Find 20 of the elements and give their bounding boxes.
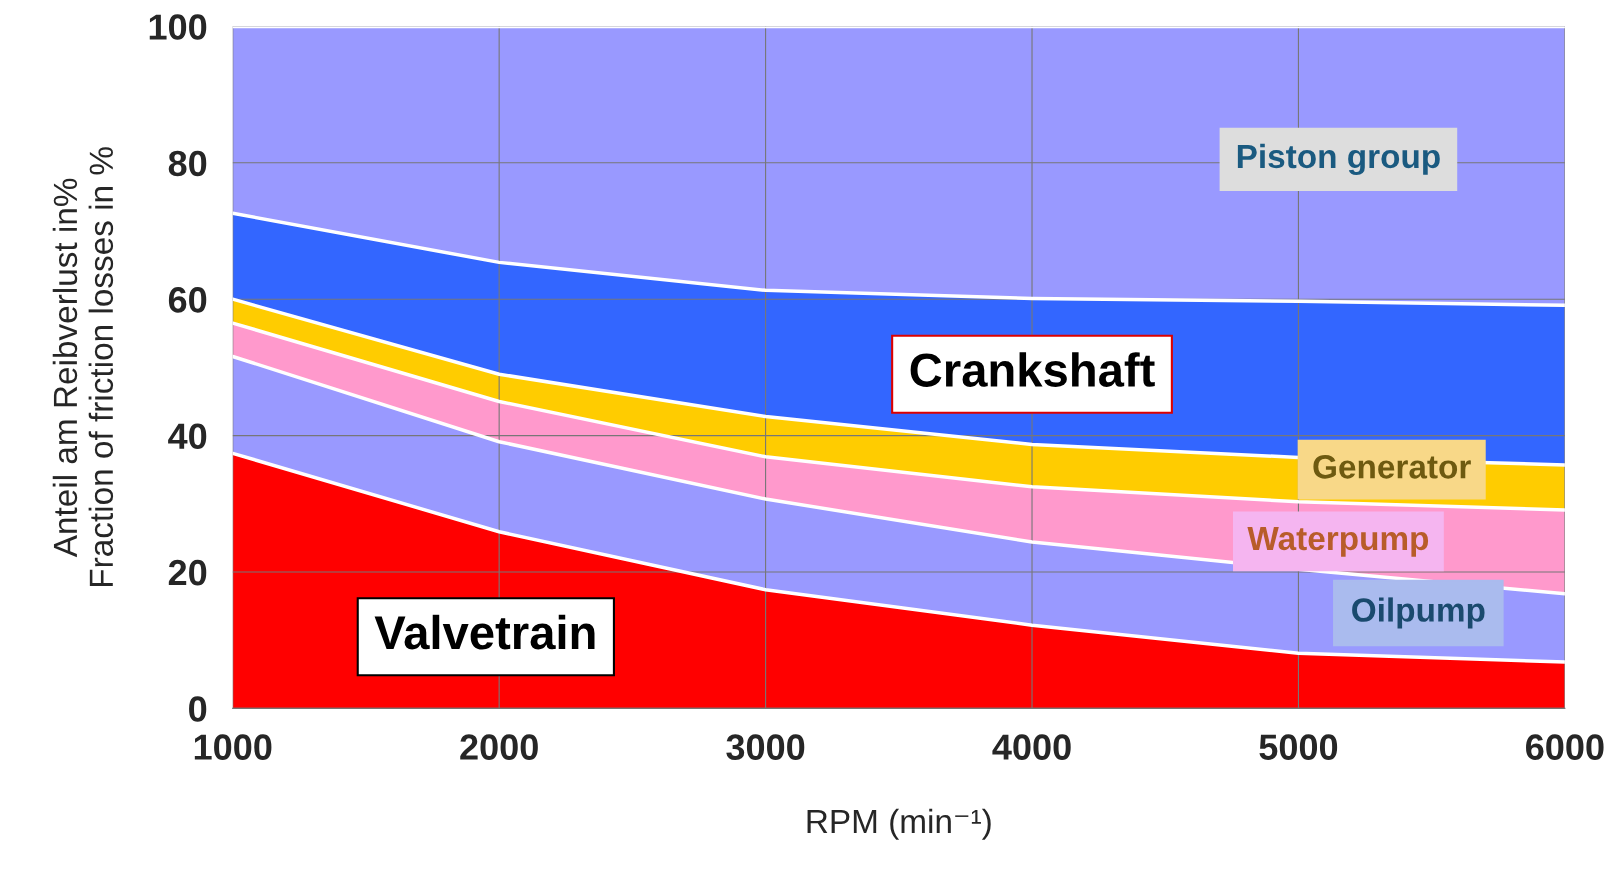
x-tick-label: 3000 [726, 734, 805, 760]
y-tick-label: 100 [149, 14, 207, 40]
y-tick-label: 0 [189, 696, 207, 722]
y-tick-label: 60 [168, 287, 207, 313]
x-tick-label: 4000 [992, 734, 1071, 760]
series-label: Valvetrain [374, 614, 595, 650]
x-tick-label: 1000 [194, 734, 272, 760]
y-axis-title: Anteil am Reibverlust in% Fraction of friction losses in % [52, 147, 114, 587]
series-label: Generator [1313, 455, 1471, 479]
series-label: Piston group [1237, 143, 1440, 175]
series-label: Crankshaft [910, 352, 1155, 387]
y-tick-label: 80 [168, 150, 207, 177]
x-axis-title: RPM (min⁻¹) [807, 808, 991, 840]
y-tick-label: 40 [168, 423, 207, 450]
x-tick-label: 5000 [1259, 734, 1338, 760]
x-tick-label: 2000 [460, 734, 538, 760]
series-label: Oilpump [1352, 597, 1485, 629]
series-label: Waterpump [1247, 527, 1429, 557]
y-tick-label: 20 [168, 559, 207, 586]
x-tick-label: 6000 [1526, 734, 1604, 760]
